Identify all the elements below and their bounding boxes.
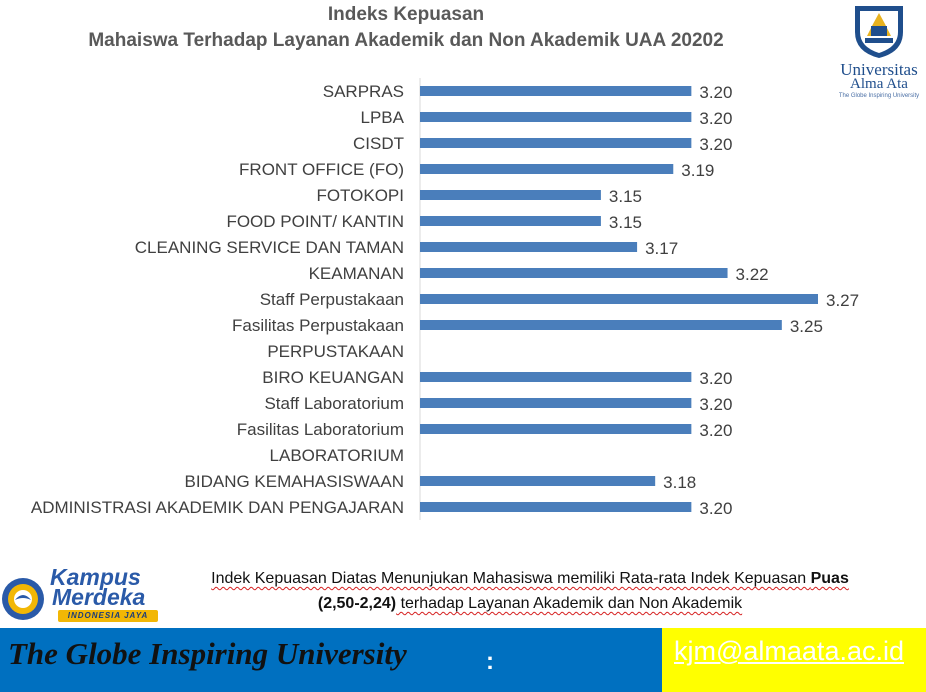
bar [420, 190, 601, 200]
data-label: 3.20 [699, 421, 732, 440]
chart-subtitle: Mahaiswa Terhadap Layanan Akademik dan N… [88, 30, 724, 51]
summary-note: Indek Kepuasan Diatas Menunjukan Mahasis… [165, 566, 895, 616]
bar [420, 216, 601, 226]
note-text-1: Indek Kepuasan Diatas Menunjukan Mahasis… [211, 570, 811, 587]
bar [420, 268, 728, 278]
bar [420, 424, 692, 434]
category-label: KEAMANAN [309, 264, 404, 283]
category-label: BIRO KEUANGAN [262, 368, 404, 387]
category-label: PERPUSTAKAAN [267, 342, 404, 361]
category-label: SARPRAS [323, 82, 404, 101]
kampus-merdeka-line2: Merdeka [52, 584, 146, 610]
category-label: CISDT [353, 134, 404, 153]
category-label: FRONT OFFICE (FO) [239, 160, 404, 179]
data-label: 3.15 [609, 213, 642, 232]
category-label: Fasilitas Perpustakaan [232, 316, 404, 335]
bar-chart: SARPRAS 3.20 LPBA 3.20 CISDT 3.20 FRONT OFFICE… [31, 78, 859, 520]
data-label: 3.20 [699, 109, 732, 128]
note-text-2: terhadap Layanan Akademik dan Non Akadem… [396, 595, 743, 612]
chart-title: Indeks Kepuasan [327, 4, 485, 25]
category-label: LPBA [361, 108, 405, 127]
bar [420, 86, 692, 96]
category-label: FOOD POINT/ KANTIN [226, 212, 404, 231]
data-label: 3.18 [663, 473, 696, 492]
data-label: 3.25 [790, 317, 823, 336]
email-box [662, 628, 926, 692]
category-label: Staff Laboratorium [264, 394, 404, 413]
data-label: 3.22 [736, 265, 769, 284]
bar [420, 502, 692, 512]
note-bold-1: Puas [810, 570, 849, 587]
category-label: LABORATORIUM [270, 446, 404, 465]
note-bold-2: (2,50-2,24) [317, 595, 397, 612]
category-label: Staff Perpustakaan [260, 290, 404, 309]
data-label: 3.20 [699, 135, 732, 154]
data-label: 3.20 [699, 369, 732, 388]
tut-wuri-handayani-emblem-icon [2, 578, 44, 620]
category-label: BIDANG KEMAHASISWAAN [185, 472, 404, 491]
bar [420, 242, 638, 252]
data-label: 3.15 [609, 187, 642, 206]
footer-tagline: The Globe Inspiring University [8, 636, 407, 671]
bar [420, 372, 692, 382]
footer-colon: : [486, 648, 494, 675]
crest-icon [855, 6, 903, 58]
kampus-merdeka-logo: Kampus Merdeka INDONESIA JAYA [0, 566, 162, 626]
data-label: 3.19 [681, 161, 714, 180]
data-label: 3.20 [699, 395, 732, 414]
data-label: 3.17 [645, 239, 678, 258]
bar [420, 320, 782, 330]
university-logo: Universitas Alma Ata The Globe Inspiring… [832, 2, 926, 102]
kampus-merdeka-ribbon: INDONESIA JAYA [58, 610, 158, 622]
category-label: CLEANING SERVICE DAN TAMAN [135, 238, 404, 257]
logo-tagline: The Globe Inspiring University [838, 93, 920, 99]
logo-line1: Universitas [840, 60, 918, 79]
bar [420, 398, 692, 408]
email-link[interactable]: kjm@almaata.ac.id [674, 636, 904, 666]
kampus-merdeka-line1: Kampus [50, 564, 141, 590]
data-label: 3.20 [699, 499, 732, 518]
data-label: 3.27 [826, 291, 859, 310]
category-label: ADMINISTRASI AKADEMIK DAN PENGAJARAN [31, 498, 404, 517]
category-label: FOTOKOPI [316, 186, 404, 205]
bar [420, 112, 692, 122]
bar [420, 138, 692, 148]
bar [420, 476, 656, 486]
bar [420, 164, 674, 174]
bar [420, 294, 818, 304]
category-label: Fasilitas Laboratorium [237, 420, 404, 439]
logo-line2: Alma Ata [850, 76, 908, 92]
data-label: 3.20 [699, 83, 732, 102]
footer-bar: The Globe Inspiring University : kjm@alm… [0, 628, 926, 692]
